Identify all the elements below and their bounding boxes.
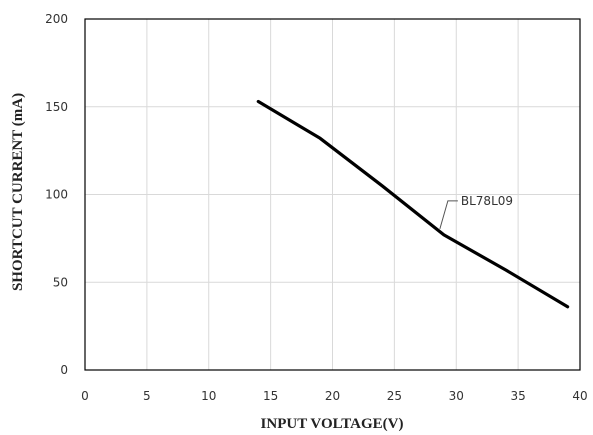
y-tick-label: 0 bbox=[60, 363, 68, 377]
x-tick-label: 10 bbox=[201, 389, 216, 403]
x-tick-label: 25 bbox=[387, 389, 402, 403]
x-tick-label: 15 bbox=[263, 389, 278, 403]
tick-labels: 0 5 10 15 20 25 30 35 40 0 50 100 150 200 bbox=[45, 12, 588, 403]
x-tick-label: 30 bbox=[449, 389, 464, 403]
x-axis-title: INPUT VOLTAGE(V) bbox=[261, 416, 404, 432]
plot-area-frame bbox=[84, 18, 581, 371]
x-tick-label: 40 bbox=[572, 389, 587, 403]
y-tick-label: 200 bbox=[45, 12, 68, 26]
series-annotation-label: BL78L09 bbox=[461, 194, 513, 208]
y-tick-label: 100 bbox=[45, 188, 68, 202]
x-tick-label: 5 bbox=[143, 389, 151, 403]
y-tick-label: 50 bbox=[53, 275, 68, 289]
series-line bbox=[256, 99, 570, 309]
y-axis-title: SHORTCUT CURRENT (mA) bbox=[10, 93, 26, 291]
series-layer bbox=[256, 99, 570, 309]
x-tick-label: 0 bbox=[81, 389, 89, 403]
annotation-leader-line bbox=[439, 200, 458, 230]
annotation-layer: BL78L09 bbox=[439, 194, 513, 230]
x-tick-label: 20 bbox=[325, 389, 340, 403]
x-tick-label: 35 bbox=[510, 389, 525, 403]
y-tick-label: 150 bbox=[45, 100, 68, 114]
